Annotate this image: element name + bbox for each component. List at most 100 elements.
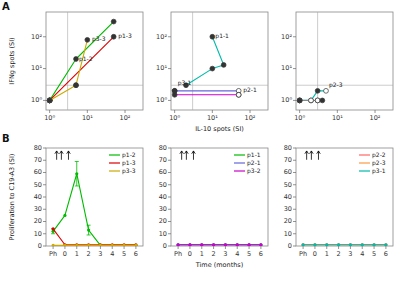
data-point: [200, 243, 203, 246]
data-point: [134, 244, 137, 246]
axes: Ph012345601020304050607080: [284, 144, 388, 258]
y-tick-label: 30: [159, 205, 167, 213]
x-tick-label: Ph: [174, 250, 182, 258]
y-tick: [293, 36, 296, 37]
series-line: [186, 37, 224, 85]
y-tick: [43, 184, 46, 185]
data-point: [372, 243, 375, 246]
x-tick-label: 4: [110, 250, 114, 258]
y-tick-label: 0: [163, 242, 167, 250]
y-tick-label: 10¹: [156, 64, 167, 72]
data-point: [236, 92, 241, 97]
data-point: [47, 98, 52, 103]
data-point: [361, 243, 364, 246]
data-point: [47, 98, 52, 103]
data-point: [134, 243, 137, 246]
y-tick: [43, 36, 46, 37]
data-point: [313, 243, 316, 246]
y-tick-label: 10²: [31, 33, 42, 41]
x-tick-label: 5: [122, 250, 126, 258]
y-tick-label: 40: [284, 193, 292, 201]
panel: 10⁰10¹10²10⁰10¹10²p2-3: [281, 12, 393, 122]
x-tick: [201, 246, 202, 249]
data-point: [75, 172, 78, 175]
data-point: [111, 19, 116, 24]
data-point: [337, 243, 340, 246]
y-tick-label: 70: [159, 156, 167, 164]
x-tick: [174, 110, 175, 113]
plot-frame: [46, 148, 143, 246]
data-point: [297, 98, 302, 103]
data-point: [63, 214, 66, 217]
data-point: [236, 243, 239, 246]
panel: Ph012345601020304050607080Proliferation …: [2, 133, 143, 258]
y-tick-label: 10: [284, 230, 292, 238]
y-tick-label: 40: [159, 193, 167, 201]
x-tick: [88, 246, 89, 249]
data-point: [236, 243, 239, 246]
y-tick: [168, 36, 171, 37]
error-bar: [87, 225, 91, 235]
y-tick-label: 10⁰: [156, 96, 167, 104]
series-line: [50, 40, 88, 101]
x-tick: [362, 246, 363, 249]
y-tick-label: 10⁰: [31, 96, 42, 104]
x-tick: [212, 110, 213, 113]
x-tick-label: 0: [63, 250, 67, 258]
arrow: [67, 151, 71, 160]
data-point: [74, 83, 79, 88]
y-tick: [43, 209, 46, 210]
annotation: p1-2: [79, 55, 93, 63]
y-tick: [43, 221, 46, 222]
data-point: [349, 243, 352, 246]
x-tick: [299, 110, 300, 113]
y-tick: [293, 148, 296, 149]
y-tick-label: 10: [159, 230, 167, 238]
data-point: [210, 34, 215, 39]
data-point: [259, 243, 262, 246]
plot-area: [46, 12, 143, 110]
x-tick-label: 1: [200, 250, 204, 258]
y-tick-label: 20: [284, 217, 292, 225]
y-tick-label: 10¹: [281, 64, 292, 72]
data-point: [99, 244, 102, 246]
data-point: [301, 243, 304, 246]
legend-swatch: [234, 162, 245, 163]
error-bar: [75, 161, 79, 186]
x-tick-label: 10²: [370, 114, 381, 122]
data-point: [111, 244, 114, 246]
y-tick: [168, 209, 171, 210]
x-tick-label: 4: [235, 250, 239, 258]
y-tick-label: 80: [34, 144, 42, 152]
y-tick: [168, 148, 171, 149]
data-point: [212, 243, 215, 246]
x-tick: [124, 246, 125, 249]
data-point: [384, 243, 387, 246]
data-point: [122, 244, 125, 246]
data-point: [47, 98, 52, 103]
x-tick: [249, 246, 250, 249]
y-tick-label: 60: [34, 168, 42, 176]
series-line: [53, 229, 136, 245]
plot-frame: [46, 12, 143, 110]
x-tick-label: 10²: [120, 114, 131, 122]
data-point: [309, 98, 314, 103]
legend-entry: p1-1: [247, 151, 261, 159]
y-tick: [293, 172, 296, 173]
y-tick: [293, 68, 296, 69]
y-tick-label: 0: [288, 242, 292, 250]
plot-area: [51, 151, 137, 246]
legend-entry: p2-3: [372, 159, 386, 167]
data-point: [361, 243, 364, 246]
legend-swatch: [359, 170, 370, 171]
series-line: [50, 22, 114, 101]
reference-line: [46, 85, 143, 86]
x-tick-label: 4: [360, 250, 364, 258]
series-line: [50, 37, 114, 101]
axes: 10⁰10¹10²10⁰10¹10²: [31, 33, 131, 122]
y-tick-label: 30: [284, 205, 292, 213]
data-point: [309, 98, 314, 103]
y-tick: [293, 160, 296, 161]
y-tick: [293, 184, 296, 185]
data-point: [247, 243, 250, 246]
